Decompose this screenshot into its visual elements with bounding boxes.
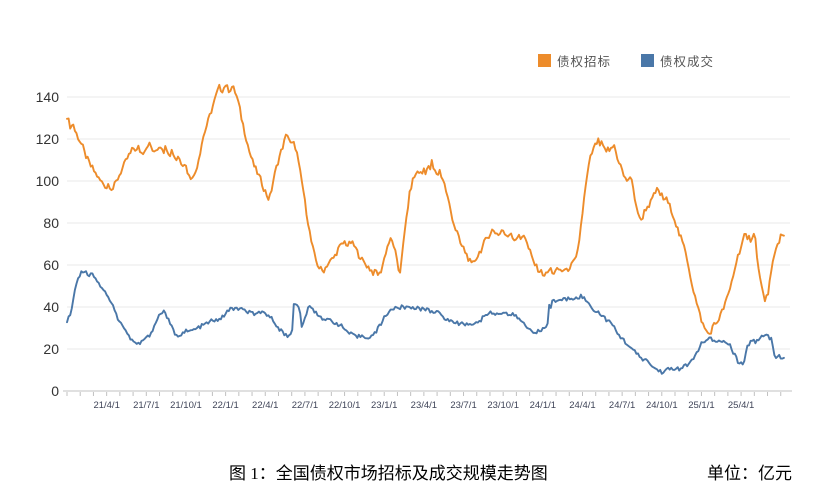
x-tick-label: 24/7/1 [609,400,635,411]
x-tick-label: 25/1/1 [688,400,714,411]
y-axis-labels: 0 20 40 60 80 100 120 140 [36,89,60,399]
legend-item-deal: 债权成交 [641,51,714,70]
legend-label-deal: 债权成交 [660,55,715,69]
x-tick-label: 22/7/1 [292,400,318,411]
x-tick-label: 24/4/1 [569,400,595,411]
y-tick-label: 100 [36,173,60,189]
x-tick-label: 23/4/1 [411,400,437,411]
y-tick-label: 140 [36,89,60,105]
legend-swatch-tender [538,54,551,67]
x-tick-label: 22/10/1 [329,400,361,411]
x-axis-ticks [66,392,782,396]
legend-item-tender: 债权招标 [538,51,611,70]
chart-legend: 债权招标 债权成交 [538,51,714,70]
figure-caption: 图 1：全国债权市场招标及成交规模走势图 [229,464,548,483]
unit-label: 单位：亿元 [707,464,792,483]
x-tick-label: 21/7/1 [133,400,159,411]
x-tick-label: 23/1/1 [371,400,397,411]
legend-label-tender: 债权招标 [557,55,612,69]
x-tick-label: 21/4/1 [93,400,119,411]
x-tick-label: 24/1/1 [530,400,556,411]
x-tick-label: 21/10/1 [170,400,202,411]
series-line-deal [66,270,785,375]
x-tick-label: 23/10/1 [487,400,519,411]
x-tick-label: 22/4/1 [252,400,278,411]
gridlines [67,96,790,350]
y-tick-label: 120 [36,131,60,147]
x-tick-label: 22/1/1 [212,400,238,411]
x-tick-label: 23/7/1 [450,400,476,411]
y-tick-label: 0 [51,383,59,399]
x-tick-label: 25/4/1 [728,400,754,411]
legend-swatch-deal [641,54,655,67]
x-axis-labels: 21/4/1 21/7/1 21/10/1 22/1/1 22/4/1 22/7/1 22/… [93,400,754,411]
x-tick-label: 24/10/1 [646,400,678,411]
y-tick-label: 40 [43,299,59,315]
y-tick-label: 60 [43,257,59,273]
y-tick-label: 80 [43,215,59,231]
series-line-tender [66,83,785,335]
y-tick-label: 20 [43,341,59,357]
